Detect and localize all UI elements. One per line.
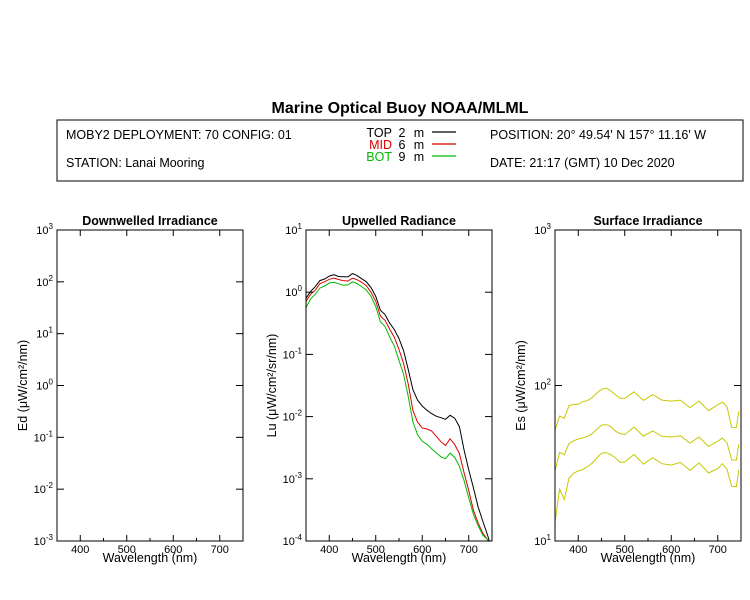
legend-depth-bot: 9 <box>399 150 406 164</box>
y-tick-label: 100 <box>36 378 53 393</box>
x-tick-label: 400 <box>320 544 338 556</box>
x-tick-label: 500 <box>118 544 136 556</box>
chart-title: Surface Irradiance <box>593 214 702 228</box>
header-box <box>56 119 744 182</box>
y-tick-label: 101 <box>285 222 302 237</box>
y-tick-label: 10-1 <box>34 429 54 444</box>
x-axis-label: Wavelength (nm) <box>601 551 696 565</box>
y-tick-label: 101 <box>36 326 53 341</box>
y-tick-label: 100 <box>285 284 302 299</box>
series-line-bot <box>306 281 490 541</box>
y-tick-label: 10-1 <box>283 346 303 361</box>
y-tick-label: 103 <box>36 222 53 237</box>
series-line-mid <box>306 277 490 541</box>
deployment-text: MOBY2 DEPLOYMENT: 70 CONFIG: 01 <box>66 128 292 142</box>
x-axis-label: Wavelength (nm) <box>352 551 447 565</box>
y-tick-label: 10-3 <box>34 533 54 548</box>
x-tick-label: 600 <box>662 544 680 556</box>
legend-unit-top: m <box>414 126 424 140</box>
y-axis-label: Ed (μW/cm²/nm) <box>16 340 30 431</box>
y-tick-label: 102 <box>534 378 551 393</box>
x-tick-label: 600 <box>413 544 431 556</box>
y-axis-label: Es (μW/cm²/nm) <box>514 340 528 431</box>
legend-label-mid: MID <box>369 138 392 152</box>
y-tick-label: 102 <box>36 274 53 289</box>
chart-panel-surface-irradiance: Surface Irradiance 400 500 600 700 Wavelength… <box>514 214 742 565</box>
plot-frame <box>305 229 493 542</box>
x-tick-label: 400 <box>71 544 89 556</box>
x-tick-label: 400 <box>569 544 587 556</box>
y-tick-label: 10-3 <box>283 471 303 486</box>
station-text: STATION: Lanai Mooring <box>66 156 205 170</box>
chart-title: Upwelled Radiance <box>342 214 456 228</box>
series-line-es-2 <box>555 424 740 471</box>
legend-depth-mid: 6 <box>399 138 406 152</box>
legend: TOP 2 m MID 6 m BOT 9 m <box>366 126 456 164</box>
legend-label-top: TOP <box>367 126 392 140</box>
x-tick-label: 600 <box>164 544 182 556</box>
plot-frame <box>554 229 742 542</box>
y-tick-label: 101 <box>534 533 551 548</box>
date-text: DATE: 21:17 (GMT) 10 Dec 2020 <box>490 156 675 170</box>
x-axis-label: Wavelength (nm) <box>103 551 198 565</box>
y-axis-label: Lu (μW/cm²/sr/nm) <box>265 334 279 438</box>
figure-title: Marine Optical Buoy NOAA/MLML <box>272 100 529 117</box>
legend-depth-top: 2 <box>399 126 406 140</box>
legend-label-bot: BOT <box>366 150 392 164</box>
x-tick-label: 500 <box>367 544 385 556</box>
y-tick-label: 10-4 <box>283 533 303 548</box>
chart-panel-downwelled-irradiance: Downwelled Irradiance 400 500 600 700 Wavelen… <box>16 214 244 565</box>
y-tick-label: 103 <box>534 222 551 237</box>
chart-panel-upwelled-radiance: Upwelled Radiance 400 500 600 700 Wavelength … <box>265 214 493 565</box>
x-tick-label: 500 <box>616 544 634 556</box>
legend-unit-bot: m <box>414 150 424 164</box>
legend-unit-mid: m <box>414 138 424 152</box>
x-tick-label: 700 <box>460 544 478 556</box>
series-line-es-3 <box>555 452 740 523</box>
x-tick-label: 700 <box>709 544 727 556</box>
position-text: POSITION: 20° 49.54' N 157° 11.16' W <box>490 128 706 142</box>
plot-frame <box>56 229 244 542</box>
series-line-top <box>306 273 490 541</box>
y-tick-label: 10-2 <box>283 409 303 424</box>
series-line-es-1 <box>555 387 740 430</box>
y-tick-label: 10-2 <box>34 481 54 496</box>
x-tick-label: 700 <box>211 544 229 556</box>
chart-title: Downwelled Irradiance <box>82 214 218 228</box>
